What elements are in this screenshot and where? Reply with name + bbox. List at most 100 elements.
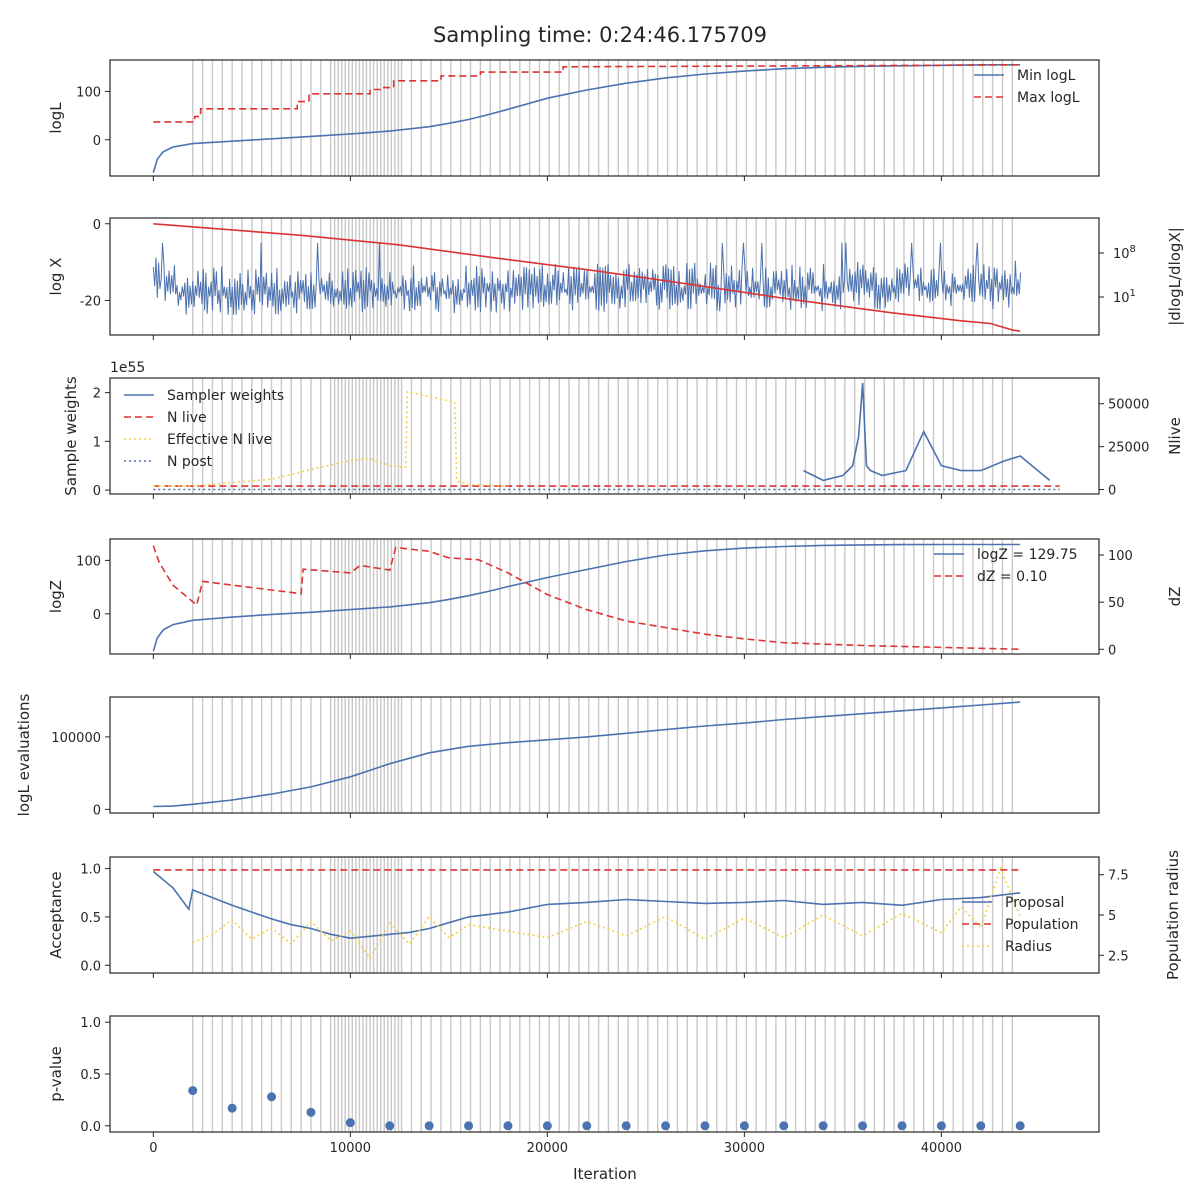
- y-axis-label: p-value: [47, 1046, 65, 1102]
- panel-logX: 0 -20 108 101 log X |dlogL/dlogX|: [47, 217, 1184, 340]
- y2-tick-label: 50000: [1108, 398, 1149, 413]
- offset-text: 1e55: [110, 360, 145, 376]
- pvalue-point: [306, 1107, 316, 1117]
- legend-label: N live: [167, 410, 207, 426]
- pvalue-point: [897, 1121, 907, 1131]
- series-line-proposal: [152, 870, 1021, 940]
- gradient-trace: [152, 242, 1022, 315]
- legend: logZ = 129.75 dZ = 0.10: [934, 547, 1078, 585]
- y-axis-label: logL: [47, 102, 65, 134]
- x-axis-label: Iteration: [573, 1165, 637, 1183]
- insertion-lines: [192, 539, 1014, 654]
- pvalue-point: [267, 1092, 277, 1102]
- pvalue-point: [936, 1121, 946, 1131]
- legend: Sampler weights N live Effective N live N p…: [124, 388, 284, 470]
- pvalue-point: [188, 1086, 198, 1096]
- y2-tick-label: 101: [1113, 288, 1136, 306]
- pvalue-point: [700, 1121, 710, 1131]
- y-tick-label: 0.0: [80, 959, 101, 974]
- panel-acceptance: 0.0 0.5 1.0 2.5 5 7.5 Acceptance Population rad…: [47, 850, 1182, 980]
- y2-tick-label: 100: [1108, 549, 1133, 564]
- series-line-min-logl: [152, 64, 1021, 173]
- y-axis-label: log X: [47, 258, 65, 296]
- series-line-max-logl: [153, 64, 1021, 123]
- pvalue-point: [424, 1121, 434, 1131]
- y2-tick-label: 108: [1113, 244, 1136, 262]
- y2-axis-label: dZ: [1166, 587, 1184, 607]
- panel-evaluations: 0 100000 logL evaluations: [15, 693, 1100, 818]
- y2-tick-label: 0: [1108, 643, 1116, 658]
- y2-tick-label: 0: [1108, 484, 1116, 499]
- legend-label: Population: [1005, 917, 1079, 933]
- series-line-logX: [153, 223, 1021, 332]
- y2-tick-label: 25000: [1108, 441, 1149, 456]
- legend-label: Sampler weights: [167, 388, 284, 404]
- pvalue-point: [227, 1103, 237, 1113]
- insertion-lines: [192, 697, 1014, 813]
- y-tick-label: 100: [76, 85, 101, 100]
- series-line-sampler-weights: [803, 382, 1051, 482]
- legend-label: Min logL: [1017, 68, 1076, 84]
- y-tick-label: 0: [93, 484, 101, 499]
- series-line-logz-129-75: [152, 543, 1021, 652]
- x-tick-label: 10000: [330, 1141, 371, 1156]
- y-tick-label: 0.0: [80, 1120, 101, 1135]
- y-tick-label: -20: [80, 294, 101, 309]
- legend-label: Proposal: [1005, 895, 1064, 911]
- series-line-evaluations: [153, 701, 1021, 808]
- pvalue-point: [858, 1121, 868, 1131]
- insertion-lines: [192, 857, 1014, 973]
- y2-tick-label: 2.5: [1108, 949, 1129, 964]
- axes-frame: [109, 538, 1100, 655]
- pvalue-point: [582, 1121, 592, 1131]
- legend-label: Max logL: [1017, 90, 1080, 106]
- y-tick-label: 0.5: [80, 911, 101, 926]
- y-tick-label: 1.0: [80, 863, 101, 878]
- pvalue-point: [503, 1121, 513, 1131]
- axes-frame: [109, 217, 1100, 336]
- series-line-dz-0-10: [152, 545, 1021, 650]
- y2-axis-label: Nlive: [1166, 417, 1184, 455]
- y-axis-label: logL evaluations: [15, 693, 33, 816]
- axes-frame: [109, 696, 1100, 814]
- x-tick-label: 40000: [921, 1141, 962, 1156]
- y2-tick-label: 5: [1108, 909, 1116, 924]
- series-line-radius: [192, 865, 1021, 960]
- pvalue-point: [1015, 1121, 1025, 1131]
- axes-frame: [109, 377, 1100, 495]
- y2-tick-label: 7.5: [1108, 869, 1129, 884]
- pvalue-point: [818, 1121, 828, 1131]
- pvalue-point: [621, 1121, 631, 1131]
- x-tick-label: 0: [149, 1141, 157, 1156]
- pvalue-point: [779, 1121, 789, 1131]
- y2-tick-label: 50: [1108, 596, 1125, 611]
- y-tick-label: 0: [93, 608, 101, 623]
- legend-label: logZ = 129.75: [977, 547, 1078, 563]
- y-axis-label: Acceptance: [47, 871, 65, 958]
- y2-axis-label: |dlogL/dlogX|: [1166, 227, 1184, 326]
- y2-axis-label: Population radius: [1164, 850, 1182, 980]
- legend-label: N post: [167, 454, 213, 470]
- y-tick-label: 0.5: [80, 1068, 101, 1083]
- y-tick-label: 1.0: [80, 1016, 101, 1031]
- pvalue-point: [661, 1121, 671, 1131]
- pvalue-point: [739, 1121, 749, 1131]
- y-axis-label: Sample weights: [62, 376, 80, 496]
- series-line-effective-n-live: [153, 390, 509, 487]
- legend-label: Radius: [1005, 939, 1052, 955]
- pvalue-point: [976, 1121, 986, 1131]
- insertion-lines: [192, 60, 1014, 176]
- pvalue-point: [385, 1121, 395, 1131]
- panel-logZ: 0 100 0 50 100 logZ dZ logZ = 129.75 dZ = 0.10: [47, 538, 1184, 659]
- y-tick-label: 100000: [51, 731, 101, 746]
- x-tick-label: 30000: [724, 1141, 765, 1156]
- pvalue-point: [464, 1121, 474, 1131]
- legend-label: Effective N live: [167, 432, 272, 448]
- y-tick-label: 0: [93, 803, 101, 818]
- panel-logL: 0 100 logL Min logL Max logL: [47, 59, 1100, 181]
- axes-frame: [109, 59, 1100, 177]
- legend: Proposal Population Radius: [962, 895, 1079, 955]
- y-tick-label: 100: [76, 554, 101, 569]
- y-tick-label: 0: [93, 134, 101, 149]
